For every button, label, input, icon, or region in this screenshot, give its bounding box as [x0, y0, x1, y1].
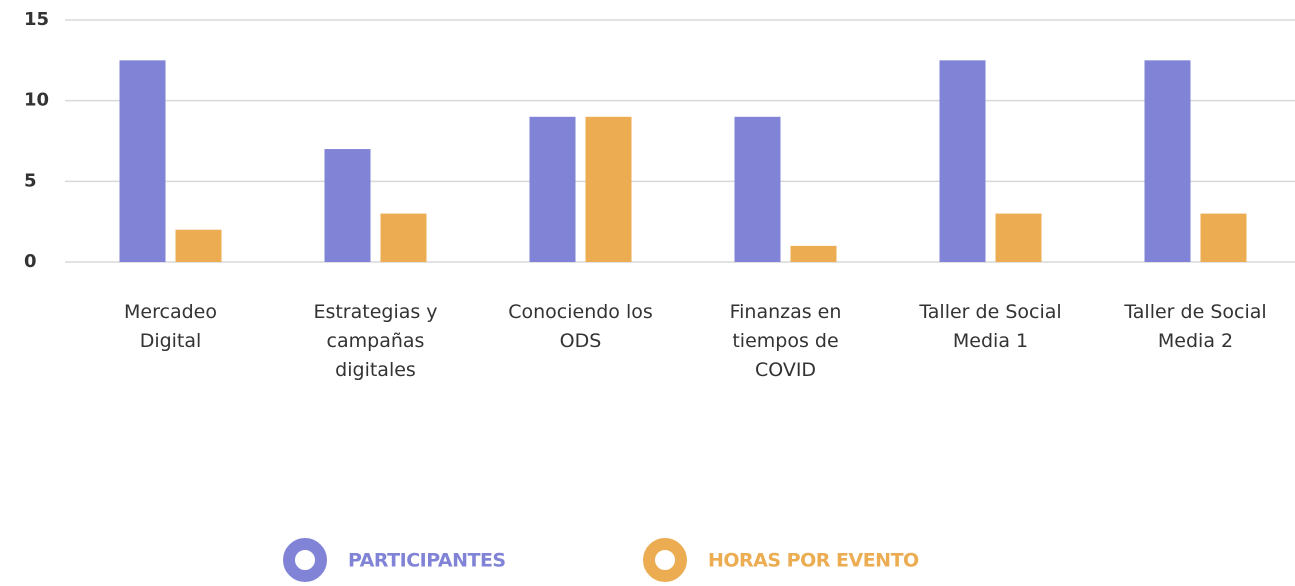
x-tick-label: Finanzas en tiempos de COVID	[729, 301, 842, 381]
x-tick-label: Mercadeo Digital	[124, 301, 217, 352]
legend-label: PARTICIPANTES	[348, 550, 506, 572]
y-tick-label: 5	[24, 170, 37, 191]
x-tick-label: Estrategias y campañas digitales	[313, 301, 438, 381]
bar	[790, 245, 837, 262]
y-tick-label: 15	[24, 9, 49, 30]
bar	[175, 229, 222, 262]
x-tick-label: Conociendo los ODS	[508, 301, 653, 352]
y-tick-label: 0	[24, 251, 37, 272]
bar	[119, 60, 166, 263]
y-tick-label: 10	[24, 90, 49, 111]
bar	[1144, 60, 1191, 263]
bar	[734, 116, 781, 262]
legend-label: HORAS POR EVENTO	[708, 550, 919, 572]
bar	[585, 116, 632, 262]
bar	[939, 60, 986, 263]
bar	[324, 149, 371, 262]
bar	[380, 213, 427, 262]
x-tick-label: Taller de Social Media 1	[919, 301, 1062, 352]
legend-marker	[283, 538, 327, 582]
legend-marker	[643, 538, 687, 582]
x-tick-label: Taller de Social Media 2	[1124, 301, 1267, 352]
bar	[1200, 213, 1247, 262]
bar	[529, 116, 576, 262]
bar	[995, 213, 1042, 262]
